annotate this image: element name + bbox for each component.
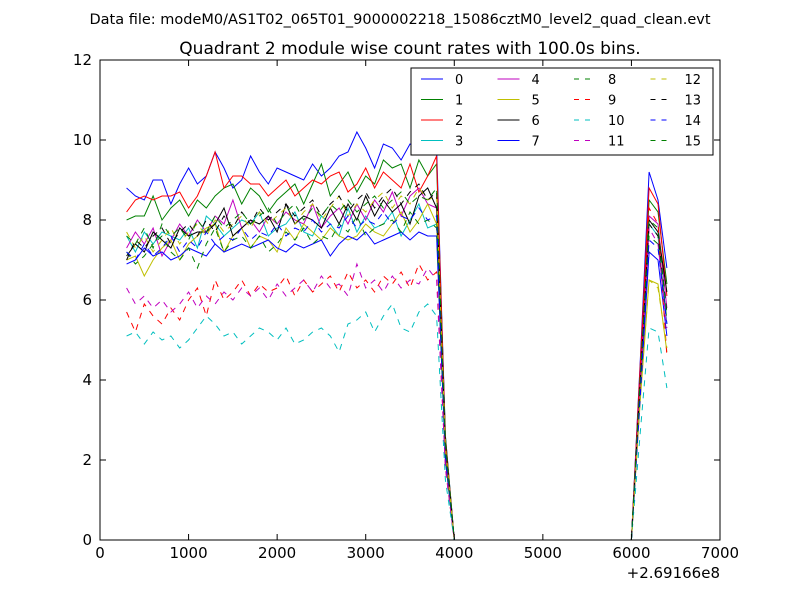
x-tick-label: 4000 [435,544,473,562]
y-tick-label: 8 [82,211,92,229]
legend-label-15: 15 [685,135,702,150]
y-tick-label: 10 [73,131,92,149]
x-axis: 0 1000 2000 3000 4000 5000 6000 7000 [95,60,739,562]
legend-label-4: 4 [532,73,540,88]
legend-label-9: 9 [608,94,616,109]
legend-label-14: 14 [685,114,702,129]
y-tick-label: 4 [82,371,92,389]
y-tick-label: 6 [82,291,92,309]
x-tick-label: 6000 [612,544,650,562]
chart-title: Quadrant 2 module wise count rates with … [179,39,640,59]
x-tick-label: 5000 [524,544,562,562]
legend-label-0: 0 [455,73,463,88]
x-tick-label: 0 [95,544,105,562]
x-tick-label: 7000 [701,544,739,562]
legend-label-3: 3 [455,135,463,150]
x-offset-label: +2.69166e8 [627,564,720,582]
figure-suptitle: Data file: modeM0/AS1T02_065T01_90000022… [89,12,710,28]
y-tick-label: 12 [73,51,92,69]
series-line-8 [126,211,668,541]
legend-label-13: 13 [685,94,702,109]
series-line-10 [126,302,668,541]
x-tick-label: 3000 [347,544,385,562]
legend-label-5: 5 [532,94,540,109]
legend-label-6: 6 [532,114,540,129]
legend-label-2: 2 [455,114,463,129]
series-line-9 [126,206,668,541]
series-line-11 [126,226,668,541]
legend-label-11: 11 [608,135,625,150]
legend-label-10: 10 [608,114,625,129]
legend-label-8: 8 [608,73,616,88]
y-tick-label: 0 [82,531,92,549]
x-tick-label: 1000 [169,544,207,562]
legend-label-1: 1 [455,94,463,109]
legend-label-12: 12 [685,73,702,88]
legend-label-7: 7 [532,135,540,150]
y-tick-label: 2 [82,451,92,469]
x-tick-label: 2000 [258,544,296,562]
